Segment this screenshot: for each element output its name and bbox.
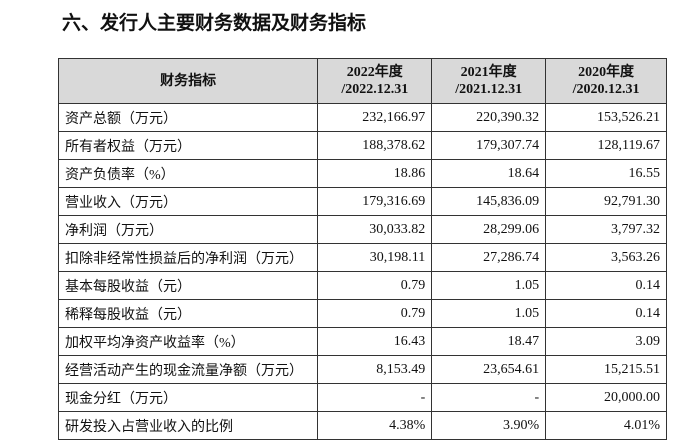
value-cell: 16.55 bbox=[545, 159, 667, 188]
table-row: 扣除非经常性损益后的净利润（万元） 30,198.11 27,286.74 3,563… bbox=[57, 243, 667, 272]
value-cell: 179,307.74 bbox=[431, 131, 547, 160]
label-cell: 基本每股收益（元） bbox=[57, 271, 319, 300]
value-cell: 30,033.82 bbox=[317, 215, 433, 244]
value-cell: 1.05 bbox=[431, 271, 547, 300]
header-cell: 2020年度/2020.12.31 bbox=[545, 58, 667, 104]
header-cell: 2021年度/2021.12.31 bbox=[431, 58, 547, 104]
label-cell: 所有者权益（万元） bbox=[57, 131, 319, 160]
header-date: /2022.12.31 bbox=[341, 82, 409, 97]
label-cell: 营业收入（万元） bbox=[57, 187, 319, 216]
value-cell: 20,000.00 bbox=[545, 383, 667, 412]
header-year: 2020年度 bbox=[578, 65, 635, 80]
label-cell: 扣除非经常性损益后的净利润（万元） bbox=[57, 243, 319, 272]
label-cell: 稀释每股收益（元） bbox=[57, 299, 319, 328]
table-row: 经营活动产生的现金流量净额（万元） 8,153.49 23,654.61 15,215… bbox=[57, 355, 667, 384]
label-cell: 资产总额（万元） bbox=[57, 103, 319, 132]
value-cell: 18.86 bbox=[317, 159, 433, 188]
value-cell: 4.01% bbox=[545, 411, 667, 440]
header-date: /2020.12.31 bbox=[572, 82, 640, 97]
value-cell: 188,378.62 bbox=[317, 131, 433, 160]
label-cell: 资产负债率（%） bbox=[57, 159, 319, 188]
value-cell: 8,153.49 bbox=[317, 355, 433, 384]
value-cell: 145,836.09 bbox=[431, 187, 547, 216]
value-cell: 0.14 bbox=[545, 271, 667, 300]
header-row: 财务指标 2022年度/2022.12.31 2021年度/2021.12.31 2… bbox=[57, 58, 667, 104]
value-cell: 16.43 bbox=[317, 327, 433, 356]
value-cell: 0.79 bbox=[317, 271, 433, 300]
header-year: 2021年度 bbox=[460, 65, 517, 80]
table-row: 现金分红（万元） - -20,000.00 bbox=[57, 383, 667, 412]
value-cell: 27,286.74 bbox=[431, 243, 547, 272]
header-year: 2022年度 bbox=[346, 65, 403, 80]
financial-table: 财务指标 2022年度/2022.12.31 2021年度/2021.12.31 2… bbox=[57, 58, 667, 440]
value-cell: 18.47 bbox=[431, 327, 547, 356]
value-cell: - bbox=[317, 383, 433, 412]
table-row: 加权平均净资产收益率（%） 16.43 18.47 3.09 bbox=[57, 327, 667, 356]
header-date: /2021.12.31 bbox=[455, 82, 523, 97]
title: 六、发行人主要财务数据及财务指标 bbox=[62, 12, 367, 34]
value-cell: 179,316.69 bbox=[317, 187, 433, 216]
value-cell: 30,198.11 bbox=[317, 243, 433, 272]
value-cell: 153,526.21 bbox=[545, 103, 667, 132]
value-cell: 3.09 bbox=[545, 327, 667, 356]
label-cell: 加权平均净资产收益率（%） bbox=[57, 327, 319, 356]
value-cell: 92,791.30 bbox=[545, 187, 667, 216]
label-cell: 研发投入占营业收入的比例 bbox=[57, 411, 319, 440]
label-cell: 现金分红（万元） bbox=[57, 383, 319, 412]
header-cell: 财务指标 bbox=[57, 58, 319, 104]
value-cell: 128,119.67 bbox=[545, 131, 667, 160]
table-row: 稀释每股收益（元） 0.79 1.05 0.14 bbox=[57, 299, 667, 328]
table-row: 资产总额（万元） 232,166.97 220,390.32 153,526.21 bbox=[57, 103, 667, 132]
table-row: 研发投入占营业收入的比例 4.38% 3.90% 4.01% bbox=[57, 411, 667, 440]
value-cell: 15,215.51 bbox=[545, 355, 667, 384]
value-cell: 3.90% bbox=[431, 411, 547, 440]
value-cell: - bbox=[431, 383, 547, 412]
value-cell: 1.05 bbox=[431, 299, 547, 328]
table-row: 基本每股收益（元） 0.79 1.05 0.14 bbox=[57, 271, 667, 300]
value-cell: 232,166.97 bbox=[317, 103, 433, 132]
value-cell: 3,797.32 bbox=[545, 215, 667, 244]
value-cell: 23,654.61 bbox=[431, 355, 547, 384]
value-cell: 220,390.32 bbox=[431, 103, 547, 132]
value-cell: 0.14 bbox=[545, 299, 667, 328]
header-cell: 2022年度/2022.12.31 bbox=[317, 58, 433, 104]
table-row: 净利润（万元） 30,033.82 28,299.06 3,797.32 bbox=[57, 215, 667, 244]
label-cell: 净利润（万元） bbox=[57, 215, 319, 244]
value-cell: 18.64 bbox=[431, 159, 547, 188]
table-row: 资产负债率（%） 18.86 18.64 16.55 bbox=[57, 159, 667, 188]
value-cell: 4.38% bbox=[317, 411, 433, 440]
table-row: 所有者权益（万元） 188,378.62 179,307.74 128,119.67 bbox=[57, 131, 667, 160]
label-cell: 经营活动产生的现金流量净额（万元） bbox=[57, 355, 319, 384]
table-row: 营业收入（万元） 179,316.69 145,836.09 92,791.30 bbox=[57, 187, 667, 216]
value-cell: 3,563.26 bbox=[545, 243, 667, 272]
value-cell: 28,299.06 bbox=[431, 215, 547, 244]
value-cell: 0.79 bbox=[317, 299, 433, 328]
